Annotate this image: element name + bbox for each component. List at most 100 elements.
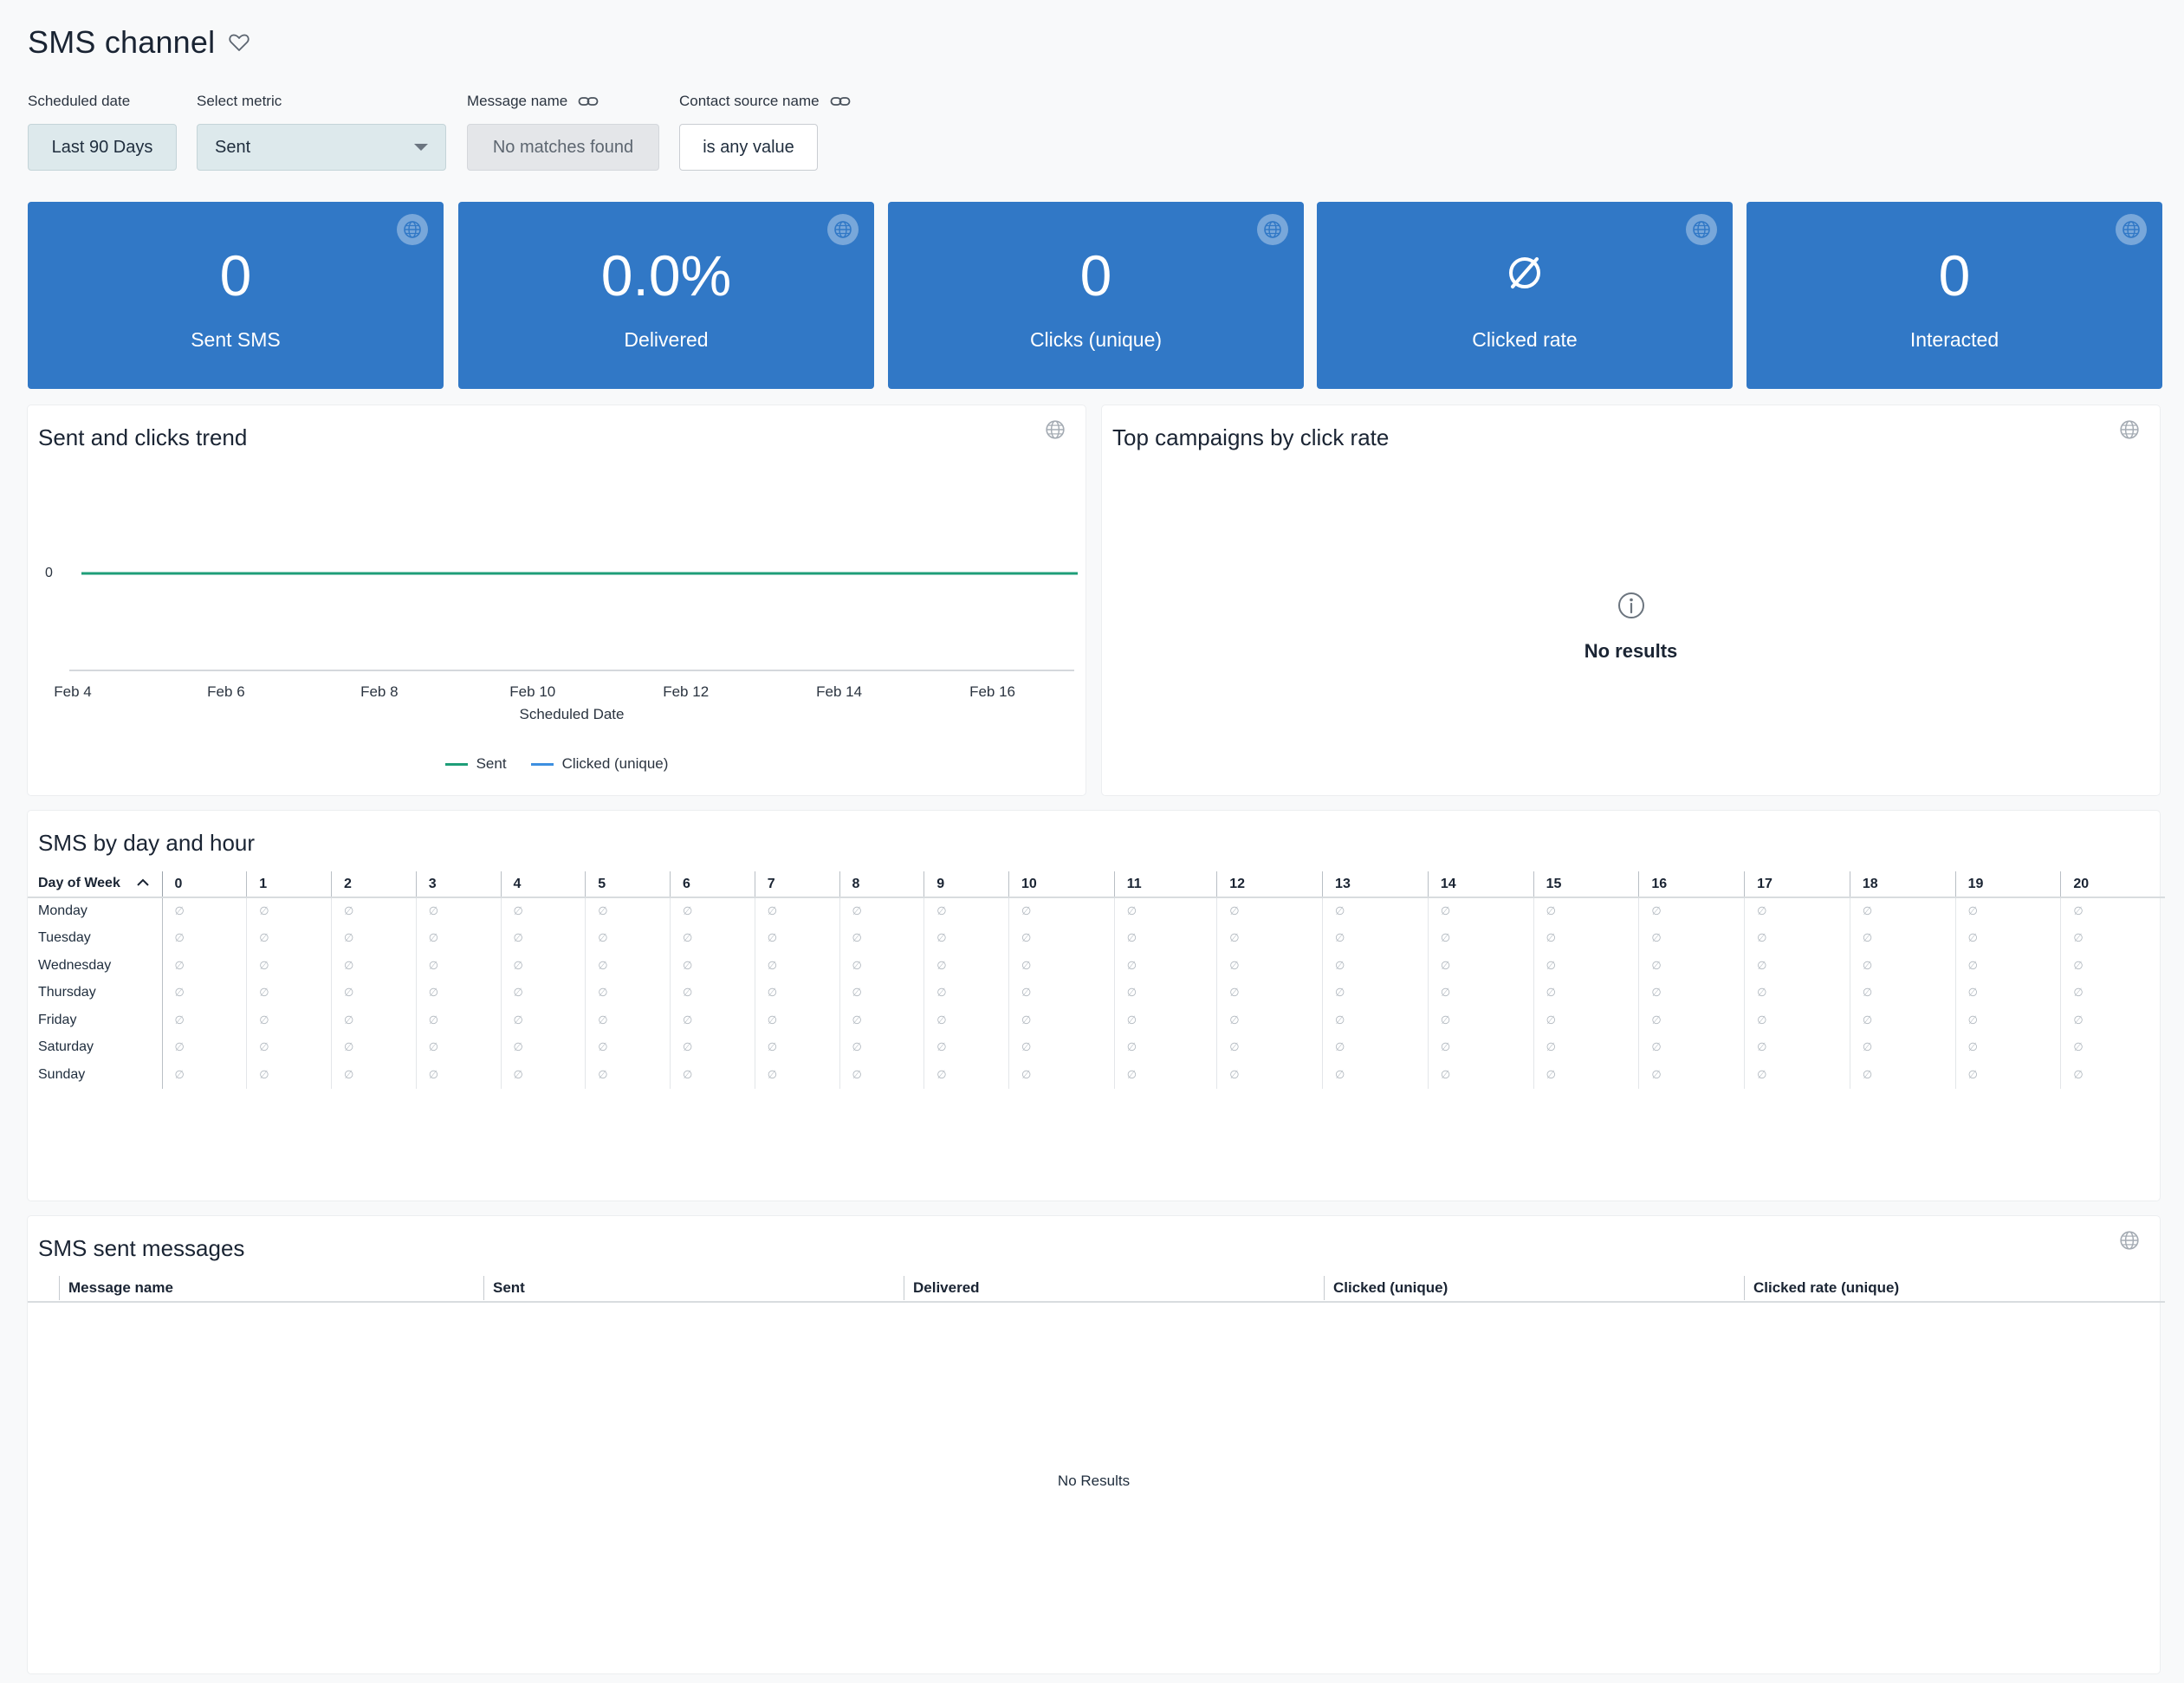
heatmap-cell[interactable]: ∅	[500, 1061, 586, 1089]
select-metric-dropdown[interactable]: Sent	[197, 124, 446, 171]
heatmap-cell[interactable]: ∅	[1113, 1061, 1217, 1089]
column-header-hour[interactable]: 16	[1638, 871, 1745, 898]
heatmap-cell[interactable]: ∅	[670, 1033, 755, 1061]
column-header-hour[interactable]: 11	[1113, 871, 1217, 898]
column-header-hour[interactable]: 18	[1849, 871, 1956, 898]
heatmap-cell[interactable]: ∅	[161, 1061, 247, 1089]
heatmap-cell[interactable]: ∅	[924, 979, 1009, 1007]
heatmap-cell[interactable]: ∅	[161, 897, 247, 925]
column-header-clicked-rate-unique[interactable]: Clicked rate (unique)	[1744, 1276, 2163, 1300]
heatmap-cell[interactable]: ∅	[246, 1007, 332, 1034]
heatmap-cell[interactable]: ∅	[1216, 952, 1323, 980]
heatmap-cell[interactable]: ∅	[1744, 897, 1850, 925]
heatmap-cell[interactable]: ∅	[1849, 897, 1956, 925]
column-header-hour[interactable]: 12	[1216, 871, 1323, 898]
column-header-hour[interactable]: 7	[754, 871, 839, 898]
heatmap-cell[interactable]: ∅	[1638, 924, 1745, 952]
heatmap-cell[interactable]: ∅	[670, 952, 755, 980]
heart-outline-icon[interactable]	[227, 30, 251, 55]
heatmap-cell[interactable]: ∅	[1954, 1033, 2061, 1061]
heatmap-cell[interactable]: ∅	[839, 952, 924, 980]
heatmap-cell[interactable]: ∅	[839, 1033, 924, 1061]
heatmap-cell[interactable]: ∅	[1533, 924, 1639, 952]
column-header-hour[interactable]: 15	[1533, 871, 1639, 898]
heatmap-cell[interactable]: ∅	[2060, 924, 2165, 952]
heatmap-cell[interactable]: ∅	[754, 1007, 839, 1034]
heatmap-cell[interactable]: ∅	[2060, 897, 2165, 925]
heatmap-cell[interactable]: ∅	[1427, 1033, 1534, 1061]
heatmap-cell[interactable]: ∅	[839, 1007, 924, 1034]
heatmap-cell[interactable]: ∅	[1744, 952, 1850, 980]
heatmap-cell[interactable]: ∅	[1216, 1033, 1323, 1061]
heatmap-cell[interactable]: ∅	[246, 897, 332, 925]
heatmap-cell[interactable]: ∅	[500, 897, 586, 925]
heatmap-cell[interactable]: ∅	[246, 979, 332, 1007]
heatmap-cell[interactable]: ∅	[1008, 1061, 1115, 1089]
heatmap-cell[interactable]: ∅	[246, 1033, 332, 1061]
heatmap-cell[interactable]: ∅	[415, 1007, 501, 1034]
heatmap-cell[interactable]: ∅	[1954, 1061, 2061, 1089]
heatmap-cell[interactable]: ∅	[924, 1061, 1009, 1089]
heatmap-cell[interactable]: ∅	[670, 924, 755, 952]
heatmap-cell[interactable]: ∅	[331, 897, 417, 925]
legend-item-clicked[interactable]: Clicked (unique)	[530, 755, 668, 773]
heatmap-cell[interactable]: ∅	[754, 924, 839, 952]
heatmap-cell[interactable]: ∅	[1849, 924, 1956, 952]
heatmap-cell[interactable]: ∅	[670, 1061, 755, 1089]
column-header-clicked-unique[interactable]: Clicked (unique)	[1324, 1276, 1744, 1300]
column-header-hour[interactable]: 10	[1008, 871, 1115, 898]
heatmap-cell[interactable]: ∅	[1533, 1007, 1639, 1034]
scheduled-date-button[interactable]: Last 90 Days	[28, 124, 177, 171]
heatmap-cell[interactable]: ∅	[1954, 1007, 2061, 1034]
heatmap-cell[interactable]: ∅	[1849, 952, 1956, 980]
heatmap-cell[interactable]: ∅	[161, 1033, 247, 1061]
heatmap-cell[interactable]: ∅	[1427, 979, 1534, 1007]
heatmap-cell[interactable]: ∅	[246, 924, 332, 952]
heatmap-cell[interactable]: ∅	[1008, 979, 1115, 1007]
heatmap-cell[interactable]: ∅	[1744, 1033, 1850, 1061]
heatmap-cell[interactable]: ∅	[1322, 979, 1429, 1007]
heatmap-cell[interactable]: ∅	[500, 1033, 586, 1061]
heatmap-cell[interactable]: ∅	[331, 1007, 417, 1034]
heatmap-cell[interactable]: ∅	[1008, 897, 1115, 925]
heatmap-cell[interactable]: ∅	[924, 924, 1009, 952]
column-header-hour[interactable]: 19	[1954, 871, 2061, 898]
heatmap-cell[interactable]: ∅	[1533, 1061, 1639, 1089]
heatmap-cell[interactable]: ∅	[754, 897, 839, 925]
heatmap-cell[interactable]: ∅	[2060, 979, 2165, 1007]
heatmap-cell[interactable]: ∅	[1216, 979, 1323, 1007]
heatmap-cell[interactable]: ∅	[1533, 952, 1639, 980]
heatmap-cell[interactable]: ∅	[585, 1033, 671, 1061]
column-header-message-name[interactable]: Message name	[59, 1276, 483, 1300]
heatmap-cell[interactable]: ∅	[1744, 924, 1850, 952]
contact-source-filter[interactable]: is any value	[679, 124, 818, 171]
globe-icon[interactable]	[827, 214, 859, 245]
heatmap-cell[interactable]: ∅	[500, 924, 586, 952]
heatmap-cell[interactable]: ∅	[331, 1033, 417, 1061]
column-header-hour[interactable]: 2	[331, 871, 417, 898]
heatmap-cell[interactable]: ∅	[1113, 897, 1217, 925]
heatmap-cell[interactable]: ∅	[1008, 924, 1115, 952]
heatmap-cell[interactable]: ∅	[754, 952, 839, 980]
heatmap-cell[interactable]: ∅	[1954, 924, 2061, 952]
heatmap-cell[interactable]: ∅	[1008, 952, 1115, 980]
heatmap-cell[interactable]: ∅	[1954, 897, 2061, 925]
message-name-filter[interactable]: No matches found	[467, 124, 659, 171]
heatmap-cell[interactable]: ∅	[754, 979, 839, 1007]
globe-icon[interactable]	[2119, 419, 2140, 440]
heatmap-cell[interactable]: ∅	[1427, 924, 1534, 952]
heatmap-cell[interactable]: ∅	[1533, 979, 1639, 1007]
heatmap-cell[interactable]: ∅	[500, 1007, 586, 1034]
heatmap-cell[interactable]: ∅	[839, 1061, 924, 1089]
heatmap-cell[interactable]: ∅	[1954, 979, 2061, 1007]
heatmap-cell[interactable]: ∅	[1954, 952, 2061, 980]
heatmap-cell[interactable]: ∅	[1427, 1061, 1534, 1089]
heatmap-cell[interactable]: ∅	[2060, 1033, 2165, 1061]
heatmap-cell[interactable]: ∅	[1322, 1007, 1429, 1034]
heatmap-cell[interactable]: ∅	[161, 952, 247, 980]
column-header-hour[interactable]: 17	[1744, 871, 1850, 898]
heatmap-cell[interactable]: ∅	[1638, 1007, 1745, 1034]
heatmap-cell[interactable]: ∅	[1744, 979, 1850, 1007]
heatmap-cell[interactable]: ∅	[500, 979, 586, 1007]
column-header-hour[interactable]: 14	[1427, 871, 1534, 898]
